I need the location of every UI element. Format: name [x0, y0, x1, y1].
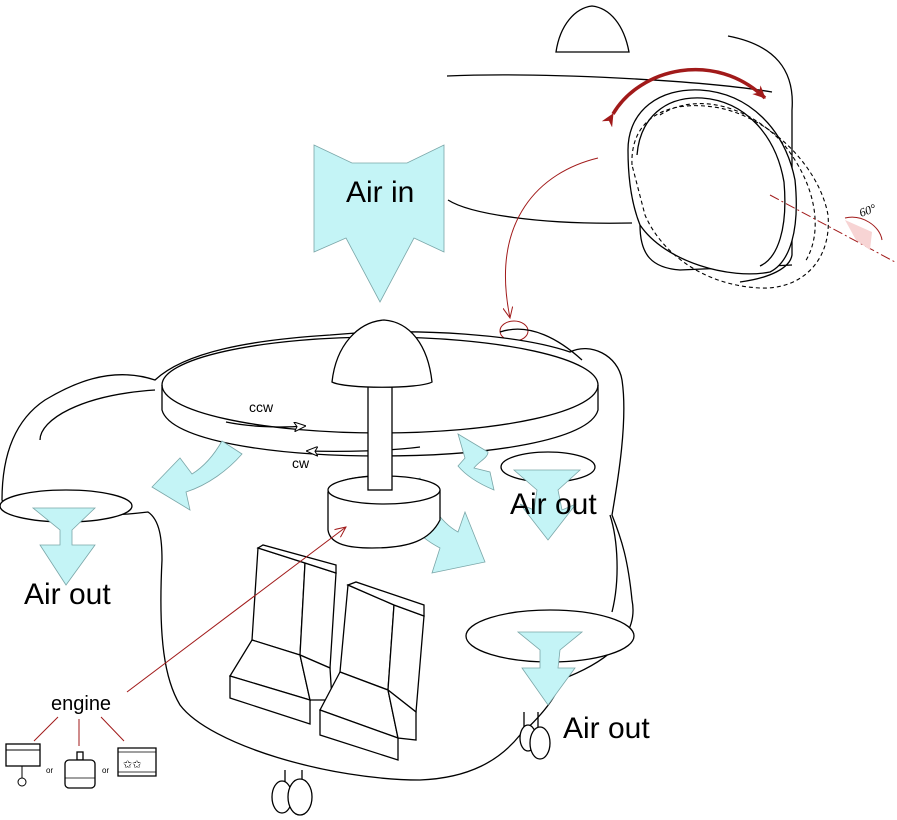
inset-duct-body: [639, 224, 793, 271]
or-label-2: or: [102, 766, 109, 775]
detail-pointer-arrow: [506, 157, 599, 318]
inset-rotor-line-bottom: [447, 199, 633, 224]
air-out-left-label: Air out: [24, 578, 111, 611]
piston-engine-icon: [5, 743, 41, 787]
inset-angle-arc: [844, 216, 883, 241]
rotor-mast: [367, 377, 393, 491]
inset-axis-line: [769, 194, 896, 263]
seats: [229, 544, 425, 761]
engine-callout: engine or or ✩✩: [5, 527, 346, 789]
curved-flow-left: [151, 440, 243, 511]
inset-dome: [555, 5, 630, 53]
cw-label: cw: [292, 455, 310, 471]
wheel-front-right: [287, 778, 313, 816]
rotation-arrow: [601, 67, 767, 128]
right-duct-edge: [609, 514, 618, 613]
ccw-rotation-arrow: [225, 422, 305, 427]
electric-motor-icon: [64, 751, 96, 789]
turbine-engine-icon: ✩✩: [117, 747, 157, 777]
rotor-hub-dome: [331, 319, 433, 388]
air-in-arrow: [313, 144, 445, 303]
left-duct-inner: [39, 389, 156, 441]
or-label-1: or: [46, 766, 53, 775]
air-out-left-arrow: [31, 507, 96, 586]
landing-gear: [271, 712, 551, 816]
right-duct-shape: [499, 328, 583, 361]
cw-rotation-arrow: [307, 447, 421, 451]
svg-text:✩✩: ✩✩: [123, 758, 141, 771]
engine-pointer-line: [126, 527, 346, 693]
rotor-mast-assembly: [327, 319, 441, 549]
inset-angle-fill: [845, 220, 872, 250]
air-out-center-arrow: [512, 469, 582, 541]
inset-nozzle-outer: [627, 89, 797, 275]
engine-option-lines: [33, 716, 125, 746]
curved-flow-center: [457, 433, 495, 491]
seat-left: [229, 544, 337, 725]
engine-label: engine: [51, 693, 111, 715]
inset-detail: 60°: [446, 5, 896, 289]
wheel-rear-right: [529, 726, 551, 760]
ccw-label: ccw: [249, 399, 274, 415]
air-in-label: Air in: [346, 176, 414, 209]
air-out-right-arrow: [516, 631, 584, 706]
air-out-center-label: Air out: [510, 488, 597, 521]
seat-right: [319, 581, 425, 761]
inset-rotor-line-top: [446, 74, 773, 93]
angle-label: 60°: [857, 201, 878, 220]
inset-shroud-top: [727, 35, 793, 283]
air-out-right-label: Air out: [563, 712, 650, 745]
